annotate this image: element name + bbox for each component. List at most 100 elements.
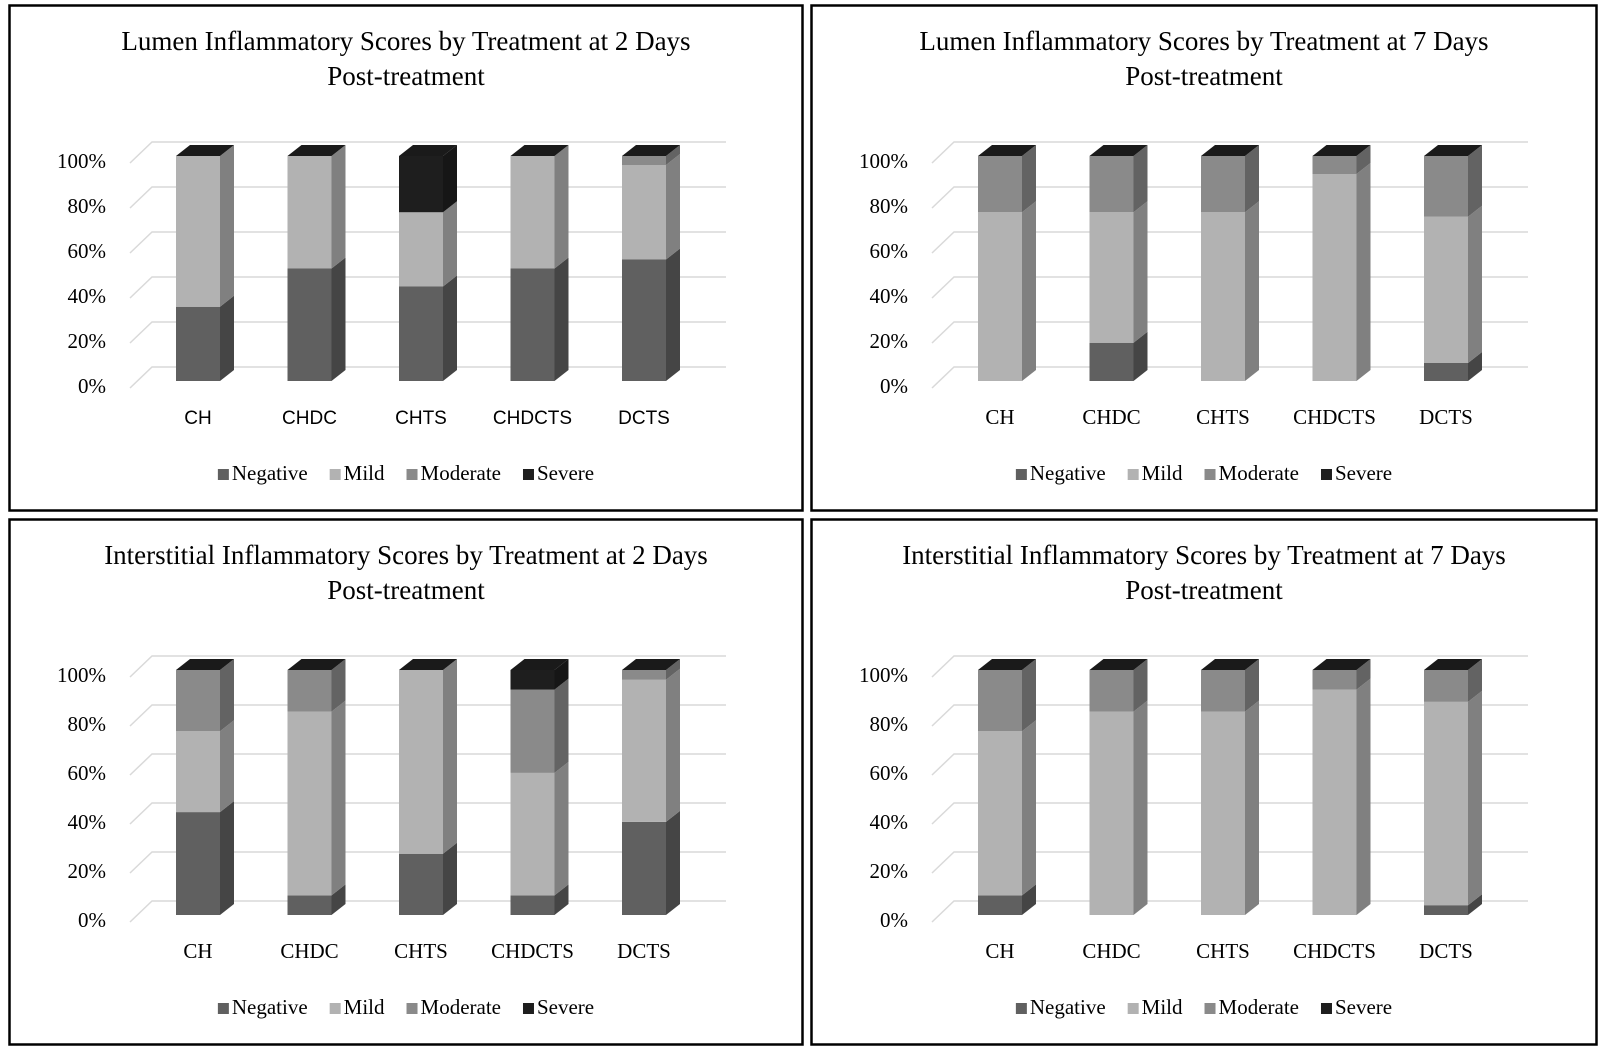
bar-side — [1022, 201, 1036, 381]
bar-side — [1468, 690, 1482, 906]
bar-side — [1133, 700, 1148, 915]
bar-segment — [1424, 701, 1468, 906]
bar-top — [1201, 659, 1259, 670]
bar-top — [287, 659, 346, 670]
bar-top — [1424, 659, 1482, 670]
y-tick-label: 20% — [870, 859, 909, 883]
bar-segment — [176, 670, 220, 732]
y-tick-label: 20% — [870, 329, 909, 353]
bar-segment — [1312, 174, 1357, 381]
bar-segment — [287, 895, 332, 915]
bar-side — [554, 761, 569, 896]
bar-side — [220, 659, 234, 732]
bar-top — [978, 659, 1036, 670]
bar-segment — [287, 670, 332, 712]
legend-swatch — [406, 469, 418, 480]
bar-segment — [399, 286, 443, 381]
bar-side — [1245, 201, 1259, 381]
y-tick-label: 100% — [859, 149, 908, 173]
bar-side — [220, 801, 234, 915]
bar-side — [443, 145, 457, 213]
bar-side — [1356, 659, 1371, 690]
legend-label: Moderate — [1219, 995, 1299, 1019]
x-tick-label: DCTS — [617, 939, 671, 963]
bar-segment — [287, 268, 332, 381]
bar-side — [554, 145, 569, 269]
x-tick-label: CHDCTS — [1293, 939, 1376, 963]
bar-side — [220, 145, 234, 307]
grid-line — [129, 141, 726, 164]
bar-segment — [1312, 670, 1357, 690]
y-tick-label: 40% — [68, 810, 107, 834]
bar-side — [666, 154, 680, 260]
bar-segment — [1089, 711, 1134, 915]
y-tick-label: 40% — [68, 284, 107, 308]
bar-segment — [510, 670, 555, 690]
bar-side — [1245, 659, 1259, 712]
bar-side — [666, 659, 680, 680]
title-box: Lumen Inflammatory Scores by Treatment a… — [121, 26, 691, 91]
bar-side — [1245, 700, 1259, 915]
bar-side — [1356, 163, 1371, 381]
bar-segment — [1312, 689, 1357, 915]
x-tick-label: DCTS — [1419, 405, 1473, 429]
bar-segment — [1089, 342, 1134, 381]
x-tick-label: CH — [183, 939, 212, 963]
bar-side — [1356, 145, 1371, 174]
bar-side — [1245, 145, 1259, 213]
bar-segment — [510, 689, 555, 773]
x-tick-label: CHDCTS — [491, 939, 574, 963]
bar-side — [220, 295, 234, 381]
y-tick-label: 100% — [57, 149, 106, 173]
legend: Negative Mild Moderate Severe — [217, 995, 594, 1019]
x-tick-label: CHTS — [1196, 405, 1250, 429]
legend-label: Moderate — [421, 995, 501, 1019]
bar-side — [1022, 884, 1036, 915]
x-tick-label: CHTS — [1196, 939, 1250, 963]
legend-swatch — [217, 469, 229, 480]
bar-segment — [510, 772, 555, 896]
legend: Negative Mild Moderate Severe — [217, 461, 594, 485]
bar-side — [220, 720, 234, 813]
bar-side — [331, 659, 346, 712]
legend-label: Mild — [1142, 461, 1183, 485]
y-tick-label: 20% — [68, 329, 107, 353]
bar-side — [443, 275, 457, 381]
bar-segment — [399, 853, 443, 915]
bar-segment — [1089, 212, 1134, 343]
bar-side — [331, 145, 346, 269]
bar-segment — [1424, 905, 1468, 915]
legend: Negative Mild Moderate Severe — [1015, 461, 1392, 485]
legend-swatch — [329, 1003, 341, 1014]
bar-segment — [978, 731, 1022, 896]
bar-segment — [1201, 156, 1245, 213]
bar-segment — [1089, 670, 1134, 712]
chart-title: Lumen Inflammatory Scores by Treatment a… — [121, 26, 691, 91]
bar-segment — [1424, 670, 1468, 702]
bar-segment — [510, 268, 555, 381]
bar-side — [1468, 145, 1482, 217]
bar-top — [176, 145, 234, 156]
bar-side — [1022, 659, 1036, 732]
y-tick-label: 0% — [880, 908, 908, 932]
bar-top — [978, 145, 1036, 156]
bar-segment — [978, 895, 1022, 915]
x-tick-label: CHTS — [394, 939, 448, 963]
legend-label: Negative — [1030, 461, 1106, 485]
bar-side — [1133, 201, 1148, 343]
bar-side — [1022, 720, 1036, 896]
x-tick-label: CH — [184, 408, 211, 429]
bar-side — [666, 145, 680, 165]
grid-line — [931, 141, 1528, 164]
x-tick-label: DCTS — [618, 408, 670, 429]
title-box: Lumen Inflammatory Scores by Treatment a… — [919, 26, 1488, 91]
bar-top — [1089, 145, 1148, 156]
bar-side — [666, 248, 680, 381]
title-box: Interstitial Inflammatory Scores by Trea… — [104, 540, 708, 605]
chart-panel: Interstitial Inflammatory Scores by Trea… — [8, 518, 804, 1046]
bar-segment — [399, 212, 443, 287]
bar-segment — [622, 156, 666, 165]
bar-top — [1312, 659, 1371, 670]
bar-segment — [510, 156, 555, 269]
